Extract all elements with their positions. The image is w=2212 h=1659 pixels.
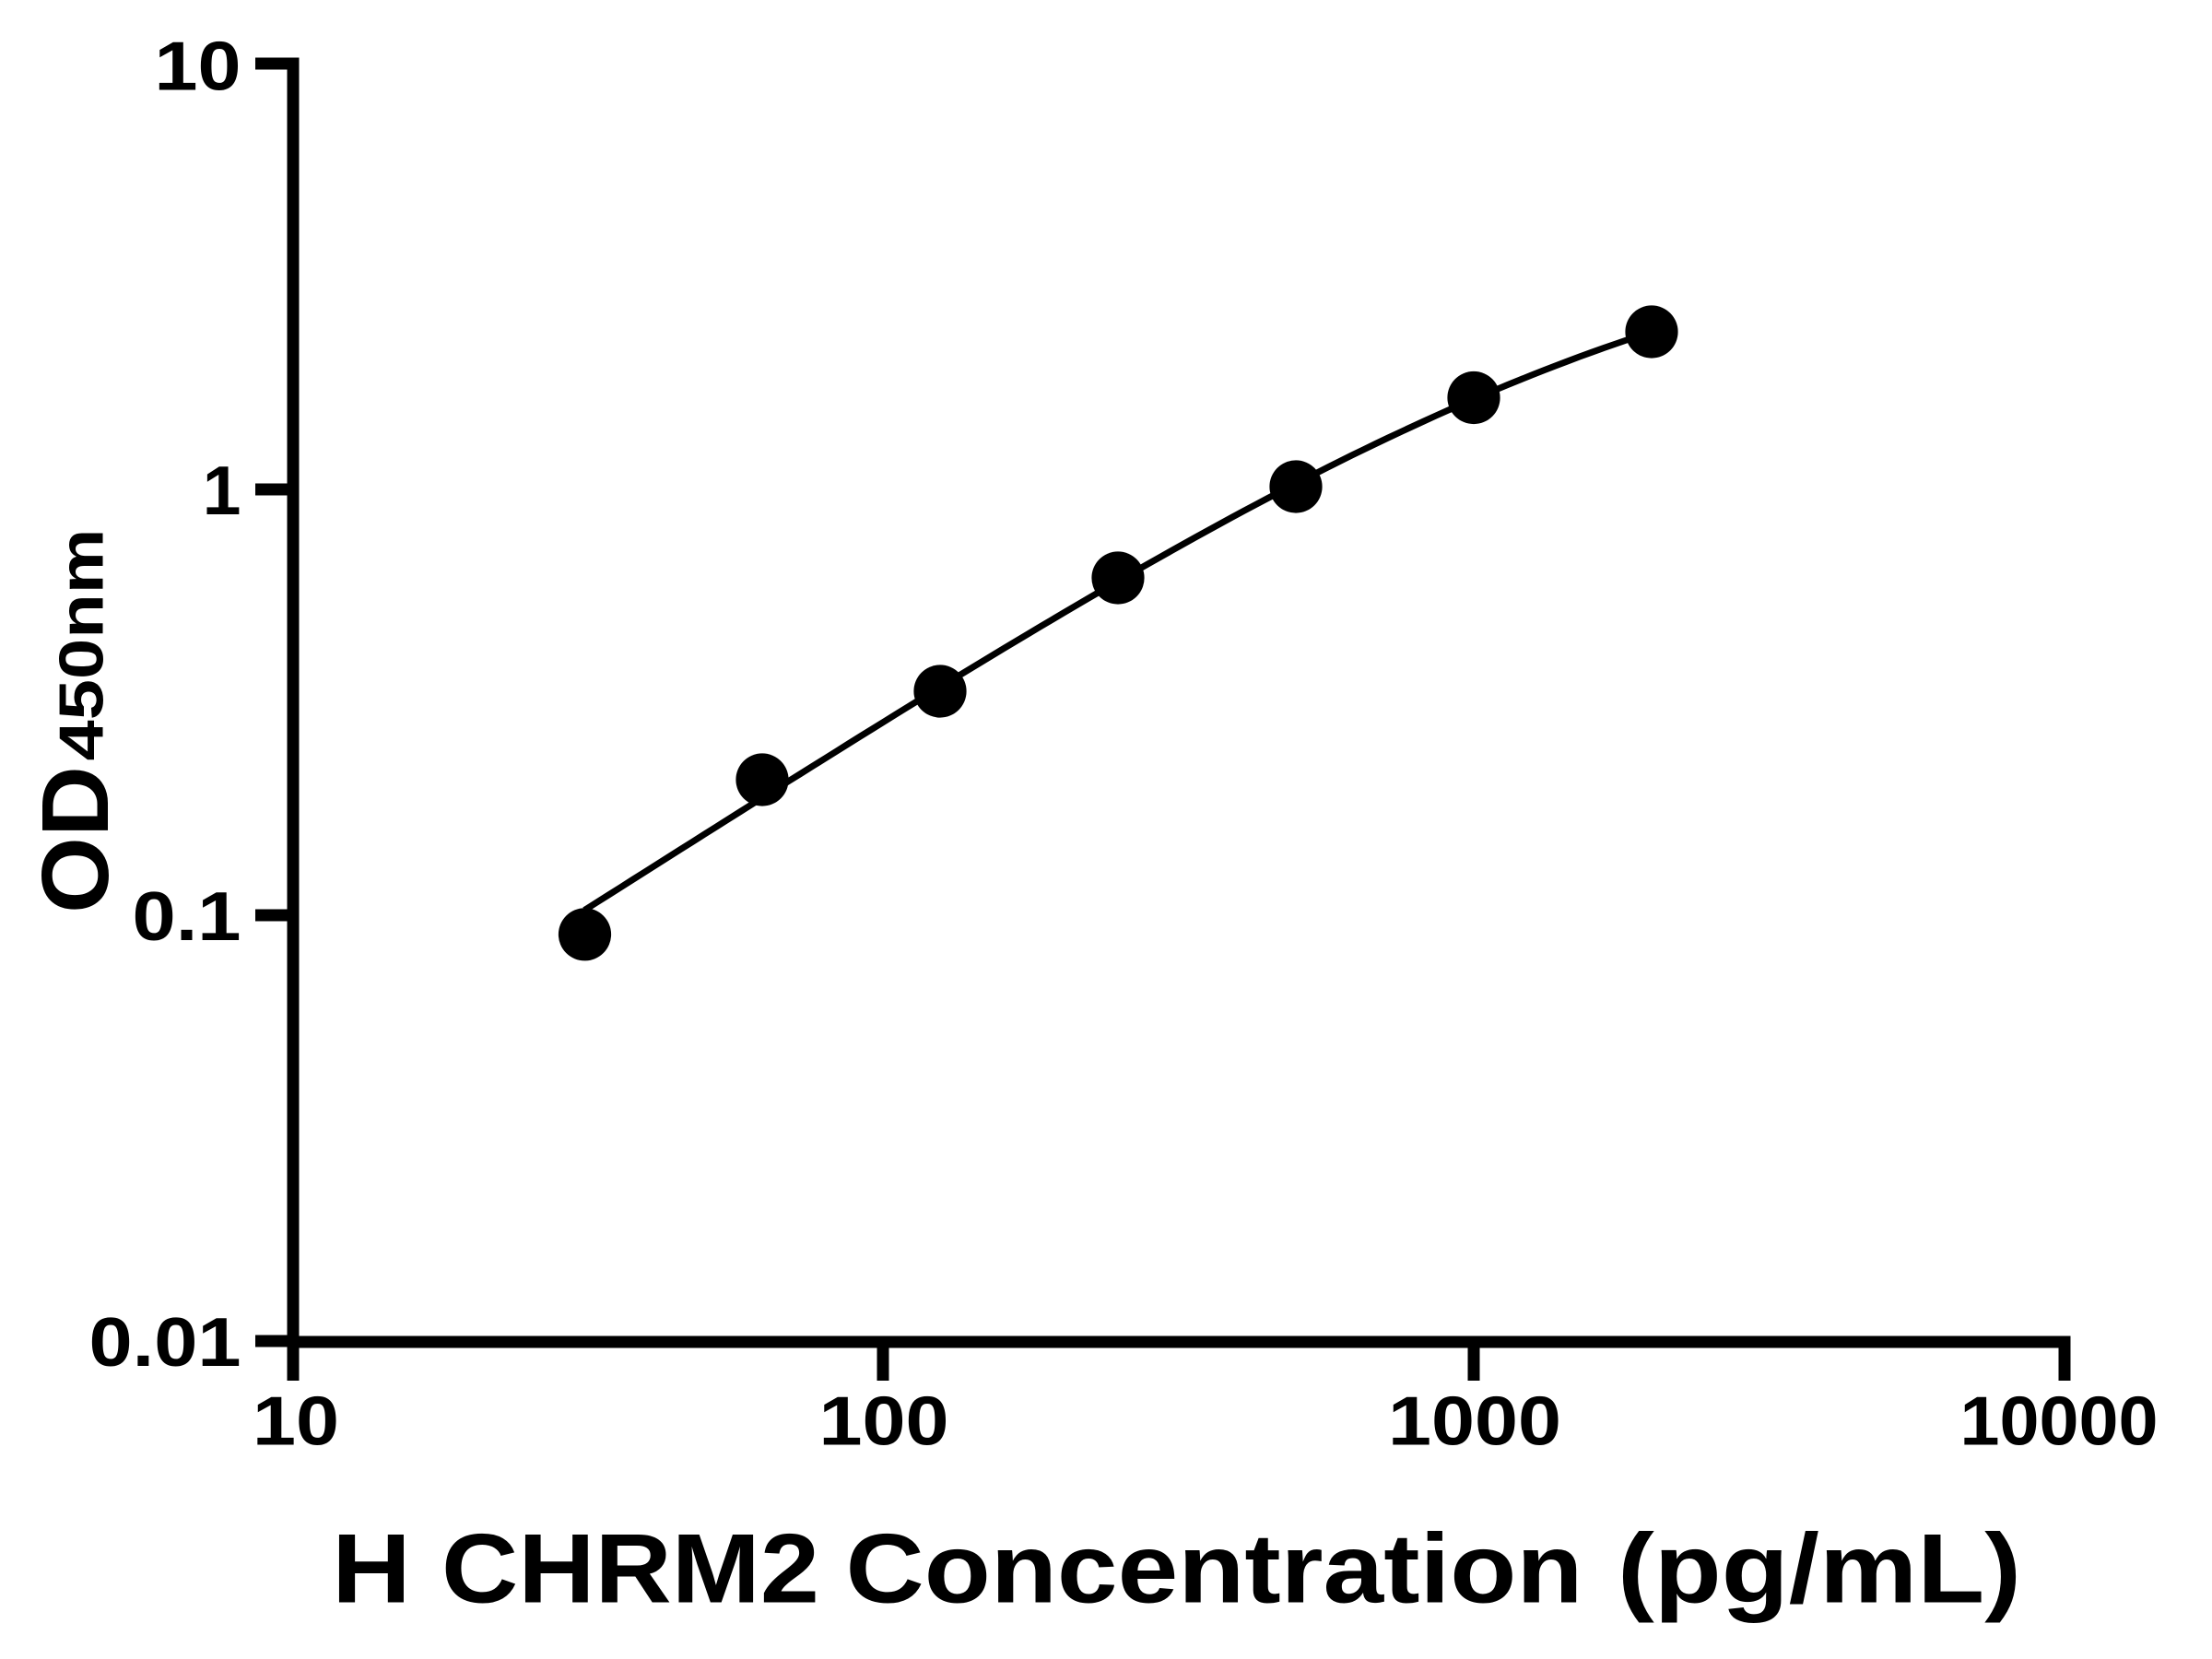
svg-text:10000: 10000 xyxy=(1960,1382,2159,1460)
svg-text:(pg/mL): (pg/mL) xyxy=(1618,1513,2021,1624)
svg-text:10: 10 xyxy=(253,1382,339,1460)
svg-text:0.01: 0.01 xyxy=(89,1303,241,1381)
svg-text:Concentration: Concentration xyxy=(846,1513,1583,1624)
svg-text:450nm: 450nm xyxy=(46,529,116,761)
svg-text:10: 10 xyxy=(155,28,241,105)
svg-text:100: 100 xyxy=(819,1382,949,1460)
svg-text:CHRM2: CHRM2 xyxy=(441,1513,819,1624)
svg-text:1: 1 xyxy=(203,452,241,529)
svg-text:H: H xyxy=(332,1513,411,1624)
svg-text:0.1: 0.1 xyxy=(133,877,241,955)
svg-text:1000: 1000 xyxy=(1388,1382,1561,1460)
svg-text:OD: OD xyxy=(22,766,128,913)
